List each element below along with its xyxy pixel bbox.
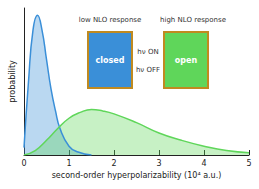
svg-text:5: 5 bbox=[246, 159, 251, 168]
svg-text:1: 1 bbox=[66, 159, 71, 168]
svg-text:second-order hyperpolarizabili: second-order hyperpolarizability (10⁴ a.… bbox=[52, 171, 222, 180]
svg-text:open: open bbox=[175, 56, 198, 65]
svg-text:0: 0 bbox=[21, 159, 26, 168]
svg-text:2: 2 bbox=[111, 159, 116, 168]
svg-text:hν ON: hν ON bbox=[137, 48, 158, 56]
svg-text:probability: probability bbox=[8, 60, 17, 103]
svg-text:hν OFF: hν OFF bbox=[136, 66, 160, 74]
svg-text:low NLO response: low NLO response bbox=[79, 16, 142, 24]
svg-text:3: 3 bbox=[156, 159, 161, 168]
svg-text:closed: closed bbox=[96, 56, 125, 65]
svg-text:4: 4 bbox=[201, 159, 206, 168]
svg-text:high NLO response: high NLO response bbox=[160, 16, 226, 24]
